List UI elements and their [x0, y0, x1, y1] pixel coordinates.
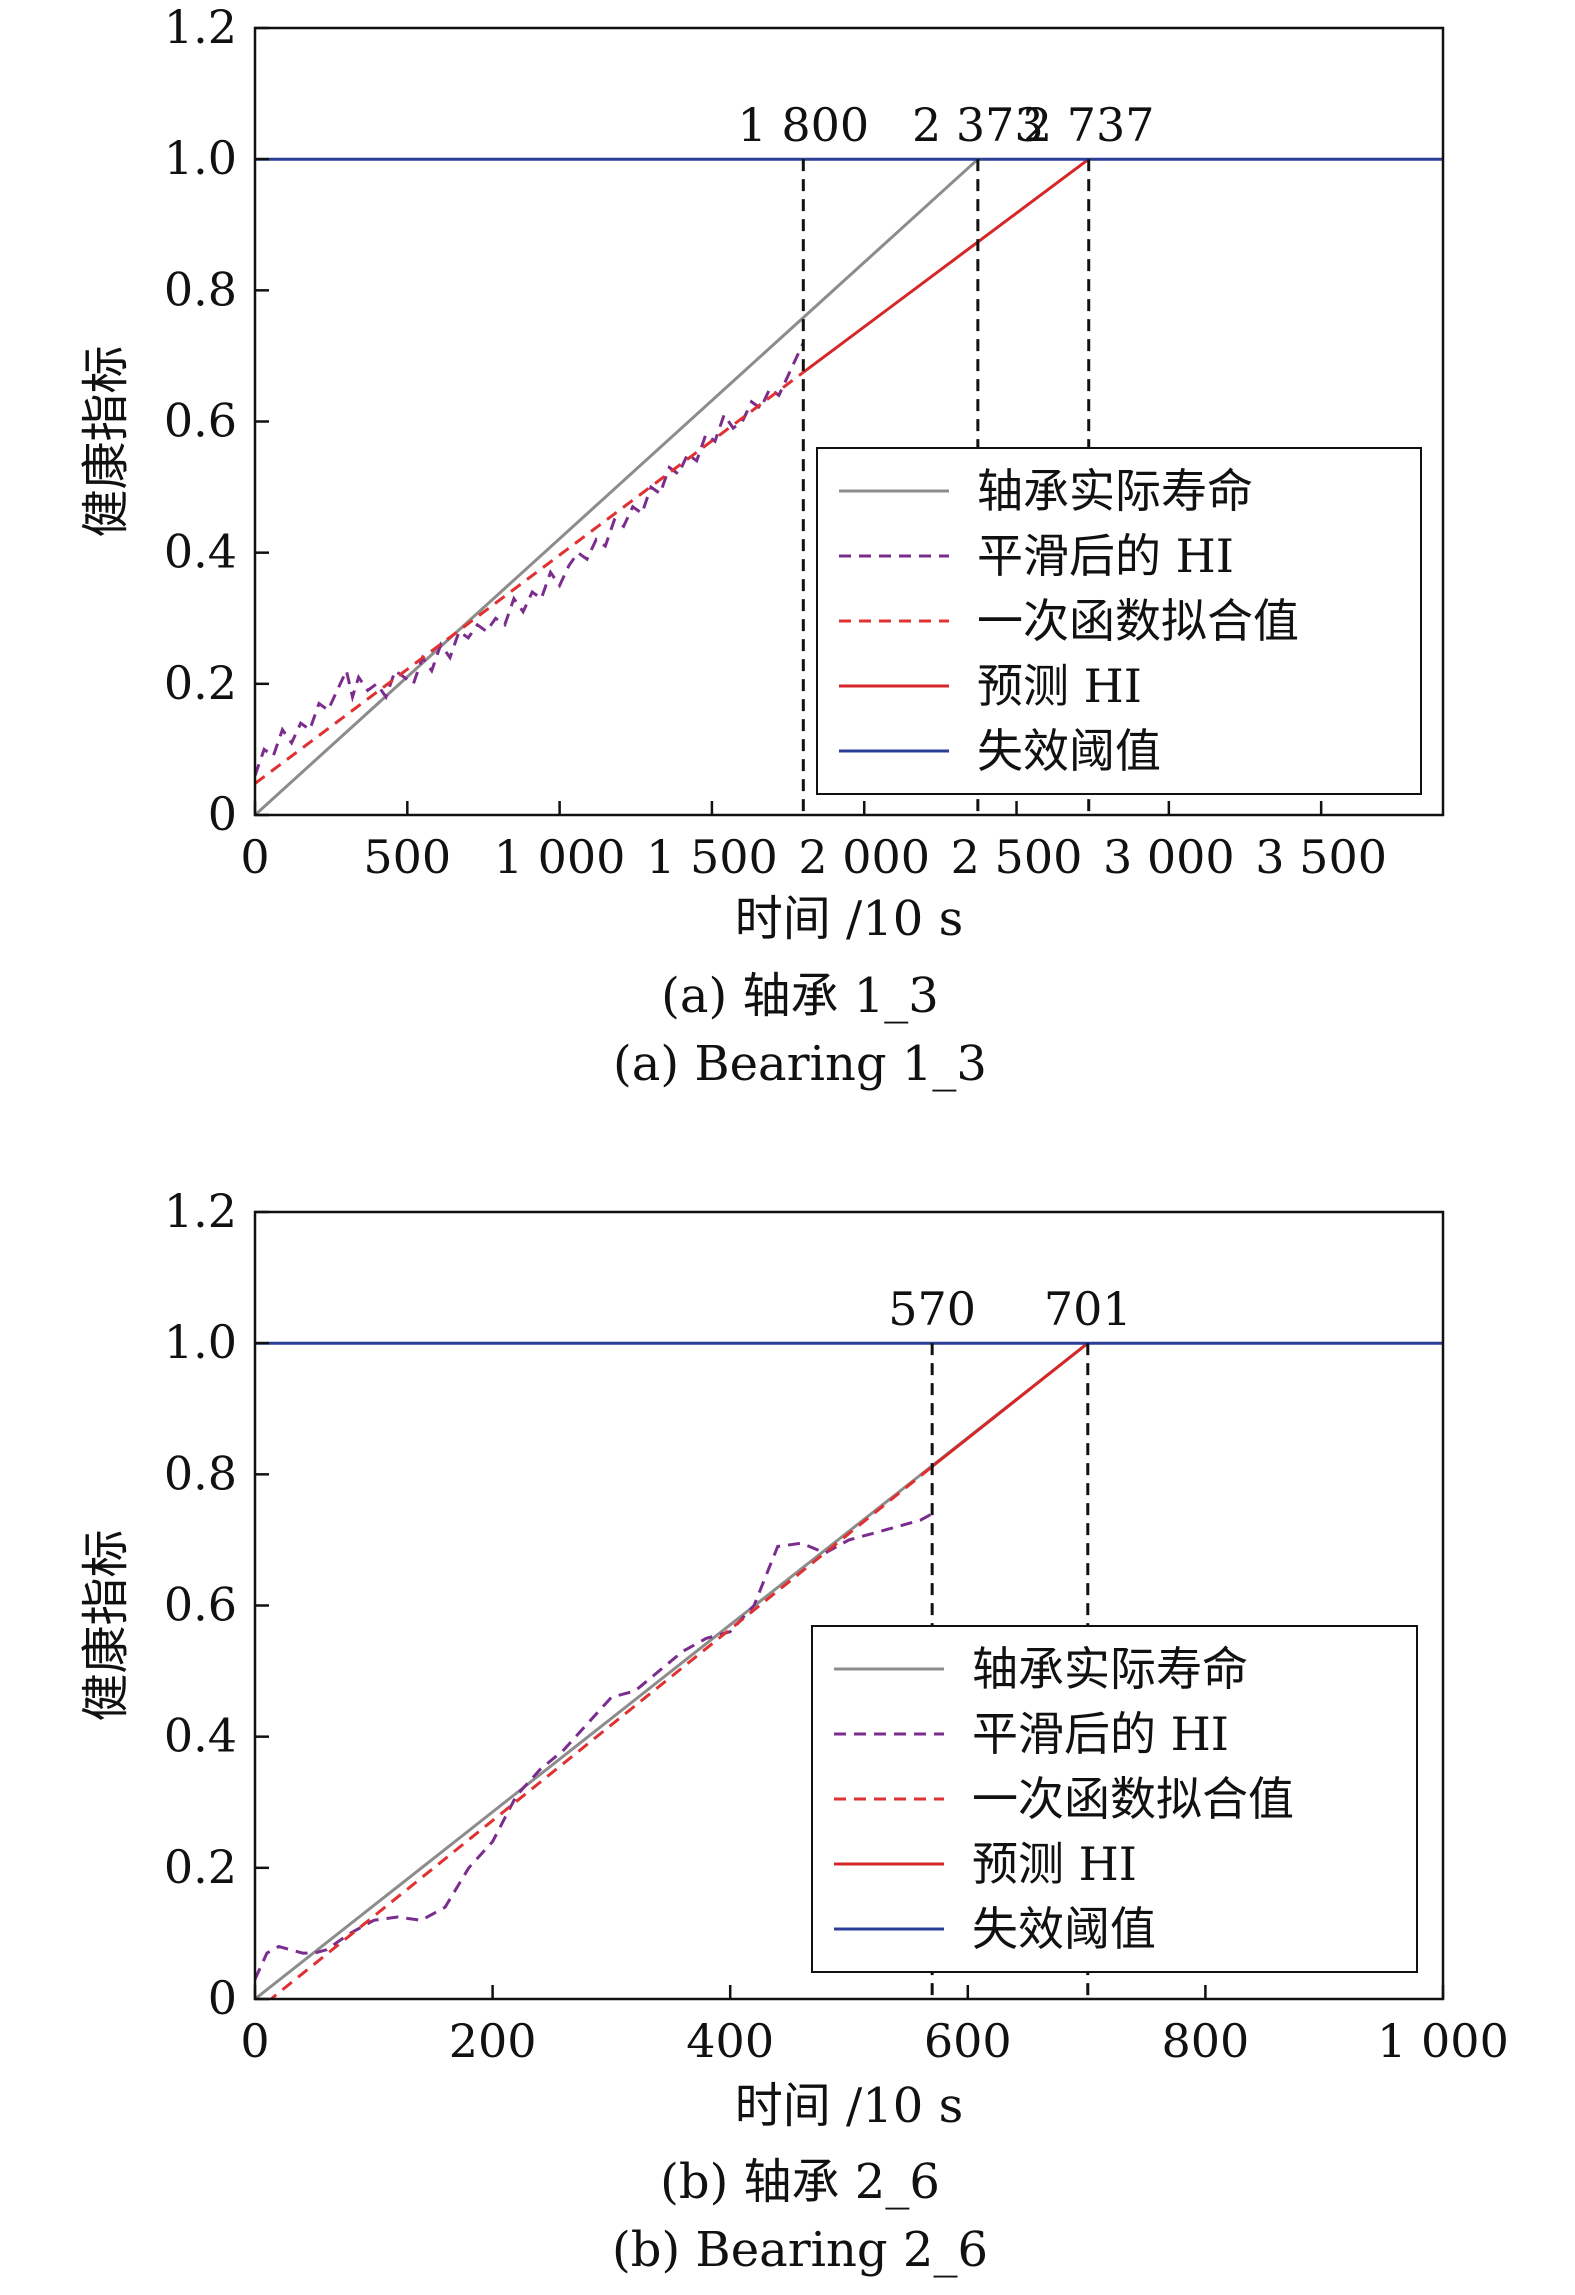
- legend-box: [811, 1625, 1418, 1973]
- vline-label: 2 373: [912, 98, 1044, 152]
- x-tick-label: 0: [240, 2014, 269, 2068]
- y-axis-label: 健康指标: [78, 345, 134, 537]
- y-tick-label: 1.2: [164, 0, 237, 54]
- legend-label-3: 预测 HI: [977, 659, 1142, 713]
- y-tick-label: 0.4: [164, 525, 237, 579]
- x-tick-label: 800: [1161, 2014, 1249, 2068]
- x-tick-label: 2 500: [951, 830, 1083, 884]
- x-axis-label: 时间 /10 s: [735, 891, 963, 947]
- y-tick-label: 0.2: [164, 1840, 237, 1894]
- series-line-3: [802, 157, 1090, 374]
- legend-label-3: 预测 HI: [972, 1837, 1137, 1891]
- x-tick-label: 1 000: [494, 830, 626, 884]
- x-tick-label: 3 000: [1103, 830, 1235, 884]
- caption-cn: (b) 轴承 2_6: [660, 2154, 940, 2210]
- caption-en: (a) Bearing 1_3: [613, 1036, 987, 1092]
- y-tick-label: 1.2: [164, 1184, 237, 1238]
- series-line-0: [255, 158, 979, 815]
- y-tick-label: 1.0: [164, 131, 237, 185]
- x-tick-label: 1 500: [646, 830, 778, 884]
- series-line-1: [255, 1512, 933, 1980]
- x-tick-label: 3 500: [1255, 830, 1387, 884]
- x-tick-label: 200: [449, 2014, 537, 2068]
- y-tick-label: 0.6: [164, 394, 237, 448]
- series-line-1: [255, 342, 805, 777]
- legend-label-2: 一次函数拟合值: [977, 594, 1299, 648]
- legend-box: [816, 447, 1422, 795]
- legend-label-0: 轴承实际寿命: [977, 464, 1253, 518]
- x-axis-label: 时间 /10 s: [735, 2078, 963, 2134]
- chart-b: 570 701 0 200 400 600 800 1 000 0 0.2 0.4 0.6 0.8 1.0…: [78, 1184, 1509, 2278]
- x-tick-label: 600: [924, 2014, 1012, 2068]
- y-tick-label: 1.0: [164, 1315, 237, 1369]
- x-tick-label: 2 000: [798, 830, 930, 884]
- legend-label-4: 失效阈值: [977, 724, 1161, 778]
- series-group: [255, 1341, 1443, 1999]
- x-tick-label: 500: [363, 830, 451, 884]
- x-tick-label: 1 000: [1377, 2014, 1509, 2068]
- y-tick-label: 0.8: [164, 1446, 237, 1500]
- series-group: [255, 157, 1443, 815]
- y-tick-label: 0: [208, 1971, 237, 2025]
- y-tick-label: 0.8: [164, 262, 237, 316]
- y-tick-label: 0.4: [164, 1709, 237, 1763]
- x-tick-label: 0: [240, 830, 269, 884]
- x-tick-label: 400: [686, 2014, 774, 2068]
- y-tick-label: 0.6: [164, 1578, 237, 1632]
- legend-label-4: 失效阈值: [972, 1902, 1156, 1956]
- y-axis-label: 健康指标: [78, 1529, 134, 1721]
- vline-label: 2 737: [1023, 98, 1155, 152]
- legend-label-0: 轴承实际寿命: [972, 1642, 1248, 1696]
- caption-cn: (a) 轴承 1_3: [661, 968, 939, 1024]
- legend-label-2: 一次函数拟合值: [972, 1772, 1294, 1826]
- vline-label: 1 800: [737, 98, 869, 152]
- vline-label: 570: [888, 1282, 976, 1336]
- caption-en: (b) Bearing 2_6: [612, 2222, 988, 2278]
- series-line-3: [931, 1342, 1089, 1468]
- y-tick-label: 0.2: [164, 656, 237, 710]
- legend-label-1: 平滑后的 HI: [977, 529, 1234, 583]
- series-line-2: [268, 1465, 934, 1999]
- legend-label-1: 平滑后的 HI: [972, 1707, 1229, 1761]
- y-tick-label: 0: [208, 787, 237, 841]
- vline-label: 701: [1044, 1282, 1132, 1336]
- series-line-2: [255, 371, 805, 785]
